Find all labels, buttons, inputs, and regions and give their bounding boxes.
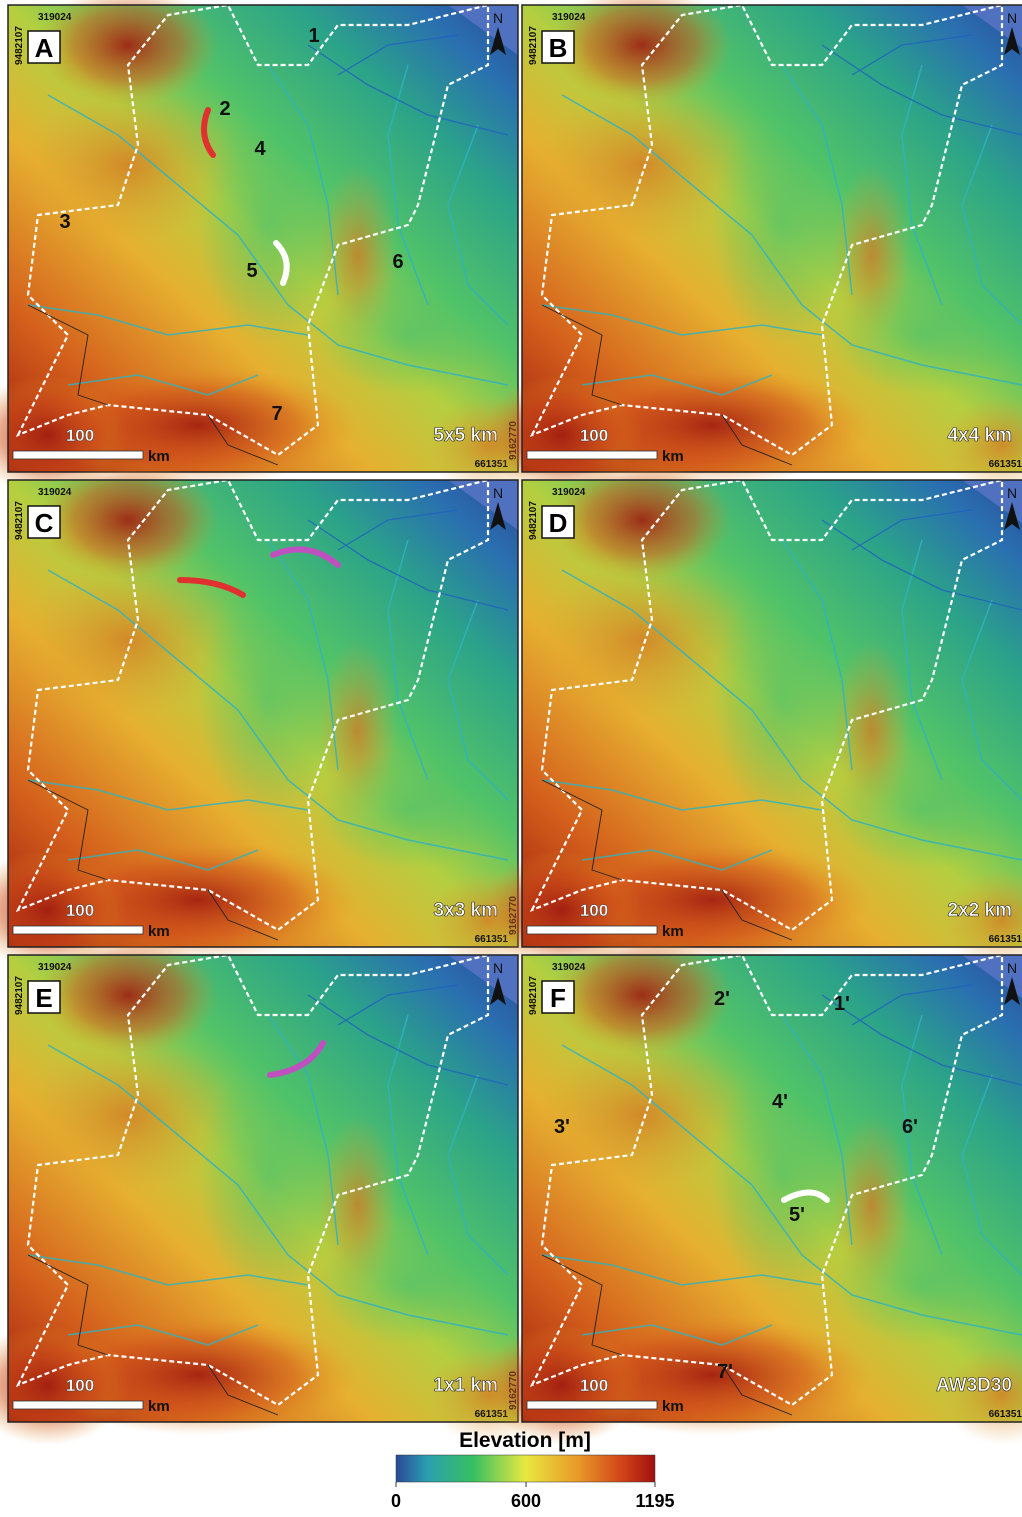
coord-top: 319024: [38, 962, 72, 973]
coord-top: 319024: [38, 12, 72, 23]
site-label: 1': [834, 993, 850, 1015]
coord-top: 319024: [552, 487, 586, 498]
scale-bar: [13, 451, 143, 459]
site-label: 3': [554, 1116, 570, 1138]
coord-bottom: 661351: [989, 1409, 1022, 1420]
scale-bar: [13, 926, 143, 934]
elevation-map: [482, 0, 1022, 495]
colorbar-tick-label: 600: [511, 1491, 541, 1511]
scale-value: 100: [66, 1376, 94, 1395]
elevation-map: [0, 935, 548, 1445]
north-label: N: [493, 485, 503, 501]
coord-left: 9482107: [528, 501, 539, 540]
scale-value: 100: [580, 426, 608, 445]
colorbar-title: Elevation [m]: [459, 1429, 591, 1452]
coord-top: 319024: [38, 487, 72, 498]
elevation-map: [0, 460, 548, 970]
site-label: 5': [789, 1204, 805, 1226]
panel-letter: E: [35, 983, 52, 1013]
coord-top: 319024: [552, 962, 586, 973]
scale-value: 100: [66, 426, 94, 445]
coord-left: 9482107: [14, 976, 25, 1015]
site-label: 6': [902, 1116, 918, 1138]
north-label: N: [1007, 485, 1017, 501]
coord-bottom: 661351: [989, 459, 1022, 470]
site-label: 6: [392, 251, 403, 273]
map-panel: D31902494821076613519162770N100km2x2 km: [482, 460, 1022, 970]
map-panel: A31902494821076613519162770N100km5x5 km1…: [0, 0, 548, 495]
north-label: N: [1007, 960, 1017, 976]
panel-letter: F: [550, 983, 566, 1013]
scale-value: 100: [580, 1376, 608, 1395]
panel-letter: A: [35, 33, 54, 63]
coord-bottom: 661351: [989, 934, 1022, 945]
scale-bar: [527, 926, 657, 934]
scale-bar: [527, 1401, 657, 1409]
colorbar-tick-label: 1195: [635, 1491, 674, 1511]
resolution-label: AW3D30: [936, 1375, 1012, 1396]
colorbar-ramp: [396, 1455, 655, 1482]
coord-left: 9482107: [14, 26, 25, 65]
site-label: 2: [219, 98, 230, 120]
resolution-label: 2x2 km: [948, 900, 1012, 921]
site-label: 7': [717, 1361, 733, 1383]
site-label: 5: [246, 260, 257, 282]
figure: A31902494821076613519162770N100km5x5 km1…: [0, 0, 1022, 1512]
scale-bar: [527, 451, 657, 459]
map-panel: C31902494821076613519162770N100km3x3 km: [0, 460, 548, 970]
map-panels: A31902494821076613519162770N100km5x5 km1…: [0, 0, 1022, 1445]
resolution-label: 4x4 km: [948, 425, 1012, 446]
site-label: 4': [772, 1091, 788, 1113]
site-label: 2': [714, 988, 730, 1010]
map-panel: F31902494821076613519162770N100kmAW3D301…: [482, 935, 1022, 1445]
north-label: N: [493, 10, 503, 26]
coord-left: 9482107: [528, 26, 539, 65]
scale-value: 100: [66, 901, 94, 920]
site-label: 1: [308, 25, 319, 47]
site-label: 3: [59, 211, 70, 233]
scale-unit: km: [148, 1398, 170, 1415]
page: {"panels": [ {"letter": "A", "resolution…: [0, 0, 1022, 1512]
coord-left: 9482107: [14, 501, 25, 540]
panel-letter: B: [549, 33, 568, 63]
scale-bar: [13, 1401, 143, 1409]
panel-letter: D: [549, 508, 568, 538]
scale-value: 100: [580, 901, 608, 920]
map-panel: E31902494821076613519162770N100km1x1 km: [0, 935, 548, 1445]
scale-unit: km: [662, 1398, 684, 1415]
colorbar-tick-label: 0: [391, 1491, 401, 1511]
coord-left: 9482107: [528, 976, 539, 1015]
colorbar: Elevation [m]: [396, 1429, 655, 1482]
map-panel: B31902494821076613519162770N100km4x4 km: [482, 0, 1022, 495]
panel-letter: C: [35, 508, 54, 538]
site-label: 4: [254, 138, 266, 160]
north-label: N: [493, 960, 503, 976]
site-label: 7: [271, 403, 282, 425]
coord-top: 319024: [552, 12, 586, 23]
north-label: N: [1007, 10, 1017, 26]
